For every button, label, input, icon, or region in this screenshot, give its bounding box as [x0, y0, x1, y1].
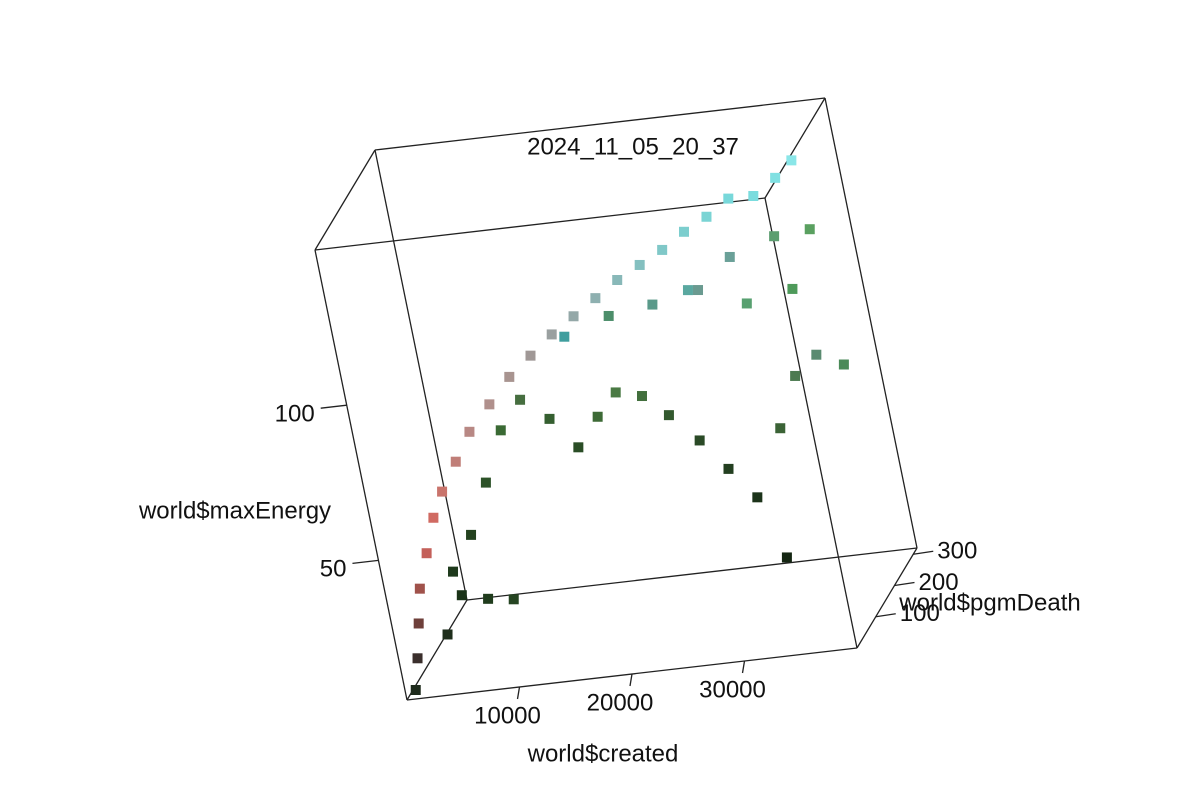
point — [752, 492, 763, 503]
x-tick — [629, 673, 633, 687]
y-tick — [913, 550, 934, 555]
point — [504, 371, 515, 382]
point — [515, 394, 526, 405]
point — [811, 349, 822, 360]
point — [448, 566, 459, 577]
y-tick — [875, 613, 896, 618]
box-edge — [856, 547, 918, 649]
point — [612, 274, 623, 285]
point — [838, 359, 849, 370]
point — [647, 299, 658, 310]
point — [770, 172, 781, 183]
point — [775, 423, 786, 434]
z-tick — [352, 559, 379, 564]
point — [568, 311, 579, 322]
point — [678, 226, 689, 237]
chart-title: 2024_11_05_20_37 — [527, 133, 739, 160]
point — [450, 456, 461, 467]
point — [466, 529, 477, 540]
point — [442, 629, 453, 640]
point — [787, 283, 798, 294]
y-tick-label: 300 — [937, 538, 977, 565]
point — [484, 399, 495, 410]
point — [636, 391, 647, 402]
point — [508, 594, 519, 605]
point — [657, 244, 668, 255]
point — [544, 413, 555, 424]
point — [413, 618, 424, 629]
point — [437, 486, 448, 497]
point — [483, 593, 494, 604]
z-tick-label: 100 — [275, 401, 315, 428]
y-tick-label: 100 — [900, 600, 940, 627]
point — [573, 442, 584, 453]
point — [428, 512, 439, 523]
box-edge — [466, 547, 918, 601]
point — [456, 590, 467, 601]
point — [723, 193, 734, 204]
point — [741, 298, 752, 309]
z-axis-label: world$maxEnergy — [138, 497, 331, 524]
point — [693, 285, 704, 296]
y-axis-label: world$pgmDeath — [898, 589, 1080, 616]
z-tick-label: 50 — [320, 556, 347, 583]
point — [682, 285, 693, 296]
point — [495, 425, 506, 436]
point — [414, 583, 425, 594]
box-edge — [374, 97, 826, 151]
z-tick — [320, 404, 347, 409]
point — [663, 410, 674, 421]
point — [790, 370, 801, 381]
point — [559, 331, 570, 342]
box-edge — [764, 97, 826, 199]
point — [804, 224, 815, 235]
box-edge — [314, 149, 376, 251]
point — [410, 684, 421, 695]
point — [610, 387, 621, 398]
point — [480, 477, 491, 488]
point — [781, 552, 792, 563]
point — [590, 293, 601, 304]
point — [464, 426, 475, 437]
y-tick-label: 200 — [919, 569, 959, 596]
y-tick — [894, 581, 915, 587]
point — [723, 463, 734, 474]
point — [421, 548, 432, 559]
box-edge — [314, 197, 766, 251]
box-edge — [406, 599, 468, 701]
x-axis-label: world$created — [527, 740, 679, 767]
box-edge — [764, 197, 858, 649]
point — [769, 231, 780, 242]
x-tick-label: 20000 — [587, 689, 654, 716]
point — [412, 653, 423, 664]
point — [724, 251, 735, 262]
point — [525, 350, 536, 361]
point — [634, 259, 645, 270]
point — [694, 435, 705, 446]
x-tick — [516, 686, 521, 700]
point — [786, 155, 797, 166]
box-edge — [314, 249, 408, 701]
x-tick — [741, 660, 746, 674]
point — [592, 411, 603, 422]
point — [748, 190, 759, 201]
point — [546, 329, 557, 340]
point — [701, 211, 712, 222]
point — [603, 310, 614, 321]
box-edge — [374, 149, 468, 601]
box-edge — [824, 97, 918, 549]
x-tick-label: 10000 — [474, 702, 541, 729]
x-tick-label: 30000 — [699, 676, 766, 703]
